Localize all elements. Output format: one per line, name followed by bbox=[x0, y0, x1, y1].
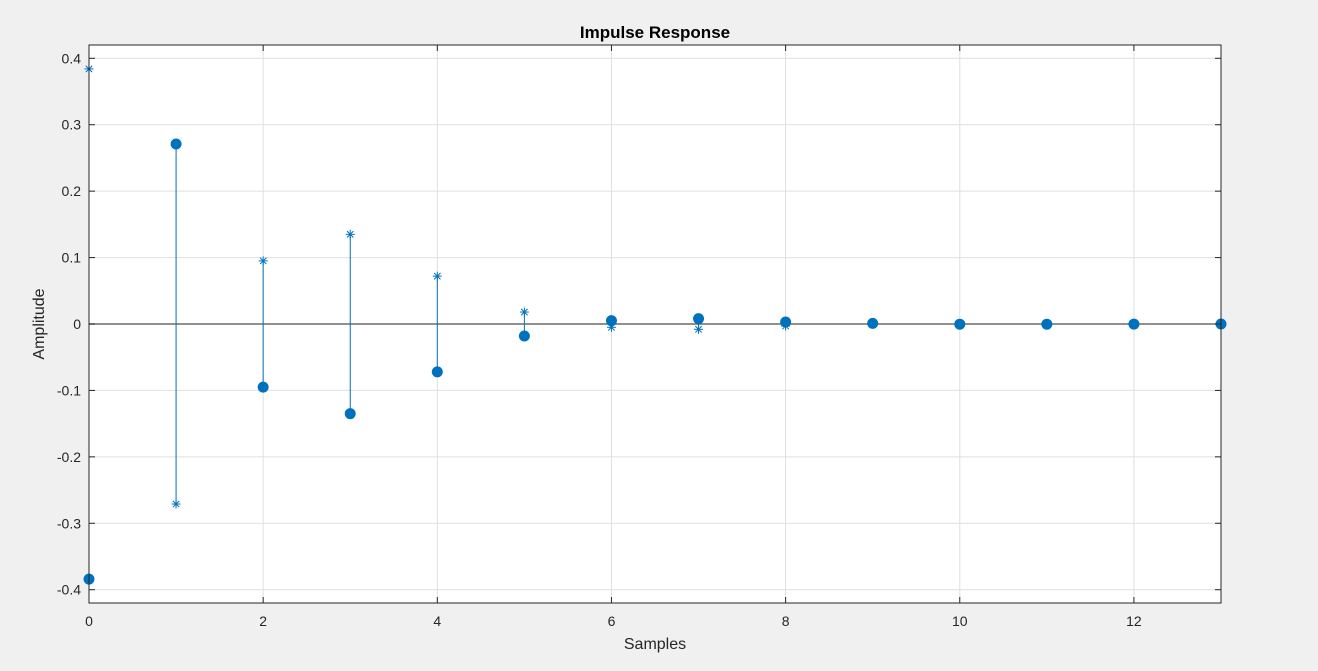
stem-marker-circle bbox=[431, 366, 443, 378]
stem-marker-asterisk bbox=[694, 324, 704, 334]
y-tick-label: 0 bbox=[73, 316, 81, 332]
stem-marker-circle bbox=[170, 138, 182, 150]
stem-marker-circle bbox=[693, 313, 705, 325]
y-tick-label: -0.2 bbox=[57, 449, 81, 465]
stem-marker-asterisk bbox=[781, 321, 791, 331]
y-tick-label: 0.1 bbox=[62, 250, 82, 266]
stem-marker-circle bbox=[1128, 318, 1140, 330]
ticks bbox=[88, 45, 1221, 603]
stem-marker-circle bbox=[257, 381, 269, 393]
grid bbox=[88, 45, 1221, 603]
x-tick-label: 6 bbox=[608, 613, 616, 629]
x-tick-label: 10 bbox=[952, 613, 968, 629]
x-tick-label: 4 bbox=[433, 613, 441, 629]
stem-marker-circle bbox=[344, 408, 356, 420]
stem-marker-circle bbox=[867, 317, 879, 329]
x-axis-label: Samples bbox=[624, 636, 686, 653]
stem-marker-asterisk bbox=[519, 307, 529, 317]
y-tick-label: 0.4 bbox=[62, 50, 82, 66]
stem-marker-circle bbox=[1041, 318, 1053, 330]
stem-marker-asterisk bbox=[606, 322, 616, 332]
tick-labels: 0 2 4 6 8 10 12 0.4 0.3 0.2 0.1 0 -0.1 -0.2 -0.3 -0.4 bbox=[57, 50, 1142, 629]
x-tick-label: 12 bbox=[1126, 613, 1142, 629]
stem-marker-asterisk bbox=[432, 271, 442, 281]
y-tick-label: -0.4 bbox=[57, 582, 81, 598]
y-axis-label: Amplitude bbox=[31, 288, 48, 359]
stem-marker-asterisk bbox=[171, 499, 181, 509]
y-tick-label: 0.2 bbox=[62, 183, 82, 199]
y-tick-label: 0.3 bbox=[62, 117, 82, 133]
chart-title: Impulse Response bbox=[580, 23, 730, 42]
stem-marker-asterisk bbox=[258, 256, 268, 266]
stem-marker-circle bbox=[518, 330, 530, 342]
x-tick-label: 0 bbox=[85, 613, 93, 629]
y-tick-label: -0.3 bbox=[57, 515, 81, 531]
y-tick-label: -0.1 bbox=[57, 382, 81, 398]
x-tick-label: 2 bbox=[259, 613, 267, 629]
stem-marker-asterisk bbox=[345, 229, 355, 239]
x-tick-label: 8 bbox=[782, 613, 790, 629]
stem-marker-circle bbox=[954, 318, 966, 330]
